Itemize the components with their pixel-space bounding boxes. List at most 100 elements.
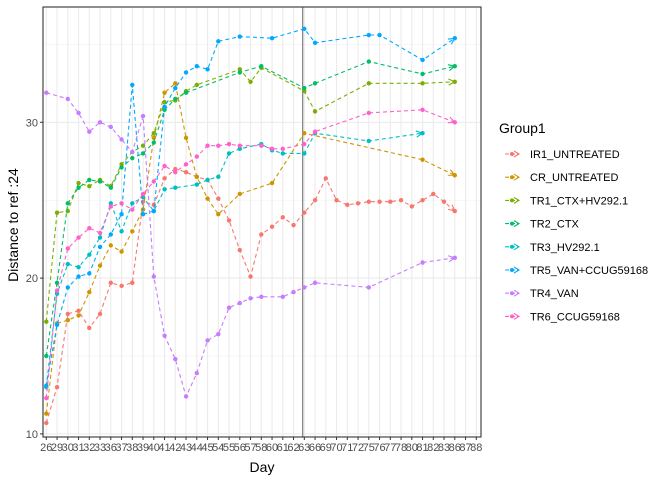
x-axis-ticks: 2629303132333637383940414243444554555657… — [40, 437, 482, 454]
x-tick-label: 69 — [320, 442, 332, 454]
data-point — [248, 296, 253, 301]
legend-label: TR5_VAN+CCUG59168 — [530, 265, 648, 277]
data-point — [259, 294, 264, 299]
data-point — [237, 247, 242, 253]
data-point — [54, 322, 60, 328]
y-tick-label: 30 — [26, 117, 38, 129]
data-point — [76, 274, 81, 279]
legend-title: Group1 — [499, 120, 546, 136]
legend-label: IR1_UNTREATED — [530, 149, 620, 161]
data-point — [377, 32, 382, 38]
data-point — [87, 325, 92, 331]
data-point — [119, 249, 124, 254]
data-point — [119, 165, 124, 170]
data-point — [302, 151, 307, 156]
data-point — [87, 129, 92, 134]
data-point — [76, 235, 81, 240]
data-point — [108, 280, 114, 285]
data-point — [366, 199, 371, 204]
data-point — [87, 271, 92, 276]
x-tick-label: 77 — [384, 442, 396, 454]
x-tick-label: 76 — [373, 442, 385, 454]
series-TR4_VAN — [44, 90, 457, 399]
data-point — [205, 196, 210, 201]
data-point — [312, 280, 318, 285]
data-point — [420, 260, 425, 265]
data-point — [65, 285, 71, 290]
x-tick-label: 42 — [169, 442, 181, 454]
data-point — [130, 201, 135, 206]
data-point — [151, 135, 156, 141]
data-point — [76, 308, 81, 314]
series-arrowhead — [447, 64, 457, 72]
data-point — [65, 311, 71, 317]
legend-key-point — [510, 175, 514, 180]
series-layer — [44, 26, 457, 426]
data-point — [162, 163, 167, 169]
legend-item: TR2_CTX — [505, 219, 580, 231]
data-point — [237, 300, 242, 306]
x-tick-label: 60 — [266, 442, 278, 454]
x-tick-label: 75 — [363, 442, 375, 454]
x-tick-label: 33 — [94, 442, 106, 454]
x-tick-label: 58 — [255, 442, 267, 454]
x-tick-label: 38 — [126, 442, 138, 454]
legend-key-arrow — [513, 196, 521, 204]
legend-key-point — [510, 268, 514, 272]
legend-key-point — [510, 152, 514, 156]
data-point — [97, 244, 103, 250]
data-point — [334, 197, 339, 203]
x-tick-label: 82 — [427, 442, 439, 454]
y-axis-title: Distance to ref :24 — [5, 168, 21, 282]
x-tick-label: 44 — [191, 442, 203, 454]
data-point — [302, 141, 307, 147]
series-TR6_CCUG59168 — [44, 107, 457, 401]
data-point — [54, 210, 60, 215]
x-tick-label: 81 — [416, 442, 428, 454]
y-axis-ticks: 10 20 30 — [26, 117, 43, 441]
x-tick-label: 83 — [438, 442, 450, 454]
data-point — [366, 285, 371, 290]
x-tick-label: 71 — [341, 442, 353, 454]
data-point — [302, 210, 307, 215]
data-point — [87, 226, 92, 231]
data-point — [420, 57, 425, 63]
data-point — [269, 180, 275, 186]
legend-key-arrow — [513, 312, 521, 320]
data-point — [366, 81, 371, 86]
data-point — [119, 212, 124, 217]
data-point — [431, 191, 436, 197]
x-tick-label: 61 — [277, 442, 289, 454]
data-point — [54, 280, 60, 285]
grid-lines — [43, 7, 481, 437]
legend-item: CR_UNTREATED — [505, 172, 618, 184]
x-tick-label: 37 — [115, 442, 127, 454]
data-point — [226, 151, 232, 156]
data-point — [151, 202, 156, 208]
data-point — [119, 229, 124, 234]
data-point — [205, 177, 210, 183]
data-point — [54, 288, 60, 293]
data-point — [119, 283, 124, 289]
series-TR3_HV292.1 — [44, 130, 425, 390]
data-point — [108, 243, 114, 248]
x-tick-label: 63 — [298, 442, 310, 454]
x-tick-label: 66 — [309, 442, 321, 454]
x-tick-label: 36 — [105, 442, 117, 454]
data-point — [291, 289, 296, 295]
legend-item: TR5_VAN+CCUG59168 — [505, 265, 648, 277]
legend-item: IR1_UNTREATED — [505, 149, 620, 161]
data-point — [237, 146, 242, 151]
data-point — [420, 107, 425, 113]
legend-key-arrow — [513, 173, 521, 181]
x-tick-label: 29 — [51, 442, 63, 454]
data-point — [130, 82, 135, 88]
data-point — [151, 208, 156, 214]
data-point — [140, 212, 146, 217]
data-point — [140, 113, 146, 119]
legend-key-point — [510, 314, 514, 319]
data-point — [44, 90, 49, 95]
data-point — [97, 230, 103, 236]
data-point — [420, 71, 425, 77]
